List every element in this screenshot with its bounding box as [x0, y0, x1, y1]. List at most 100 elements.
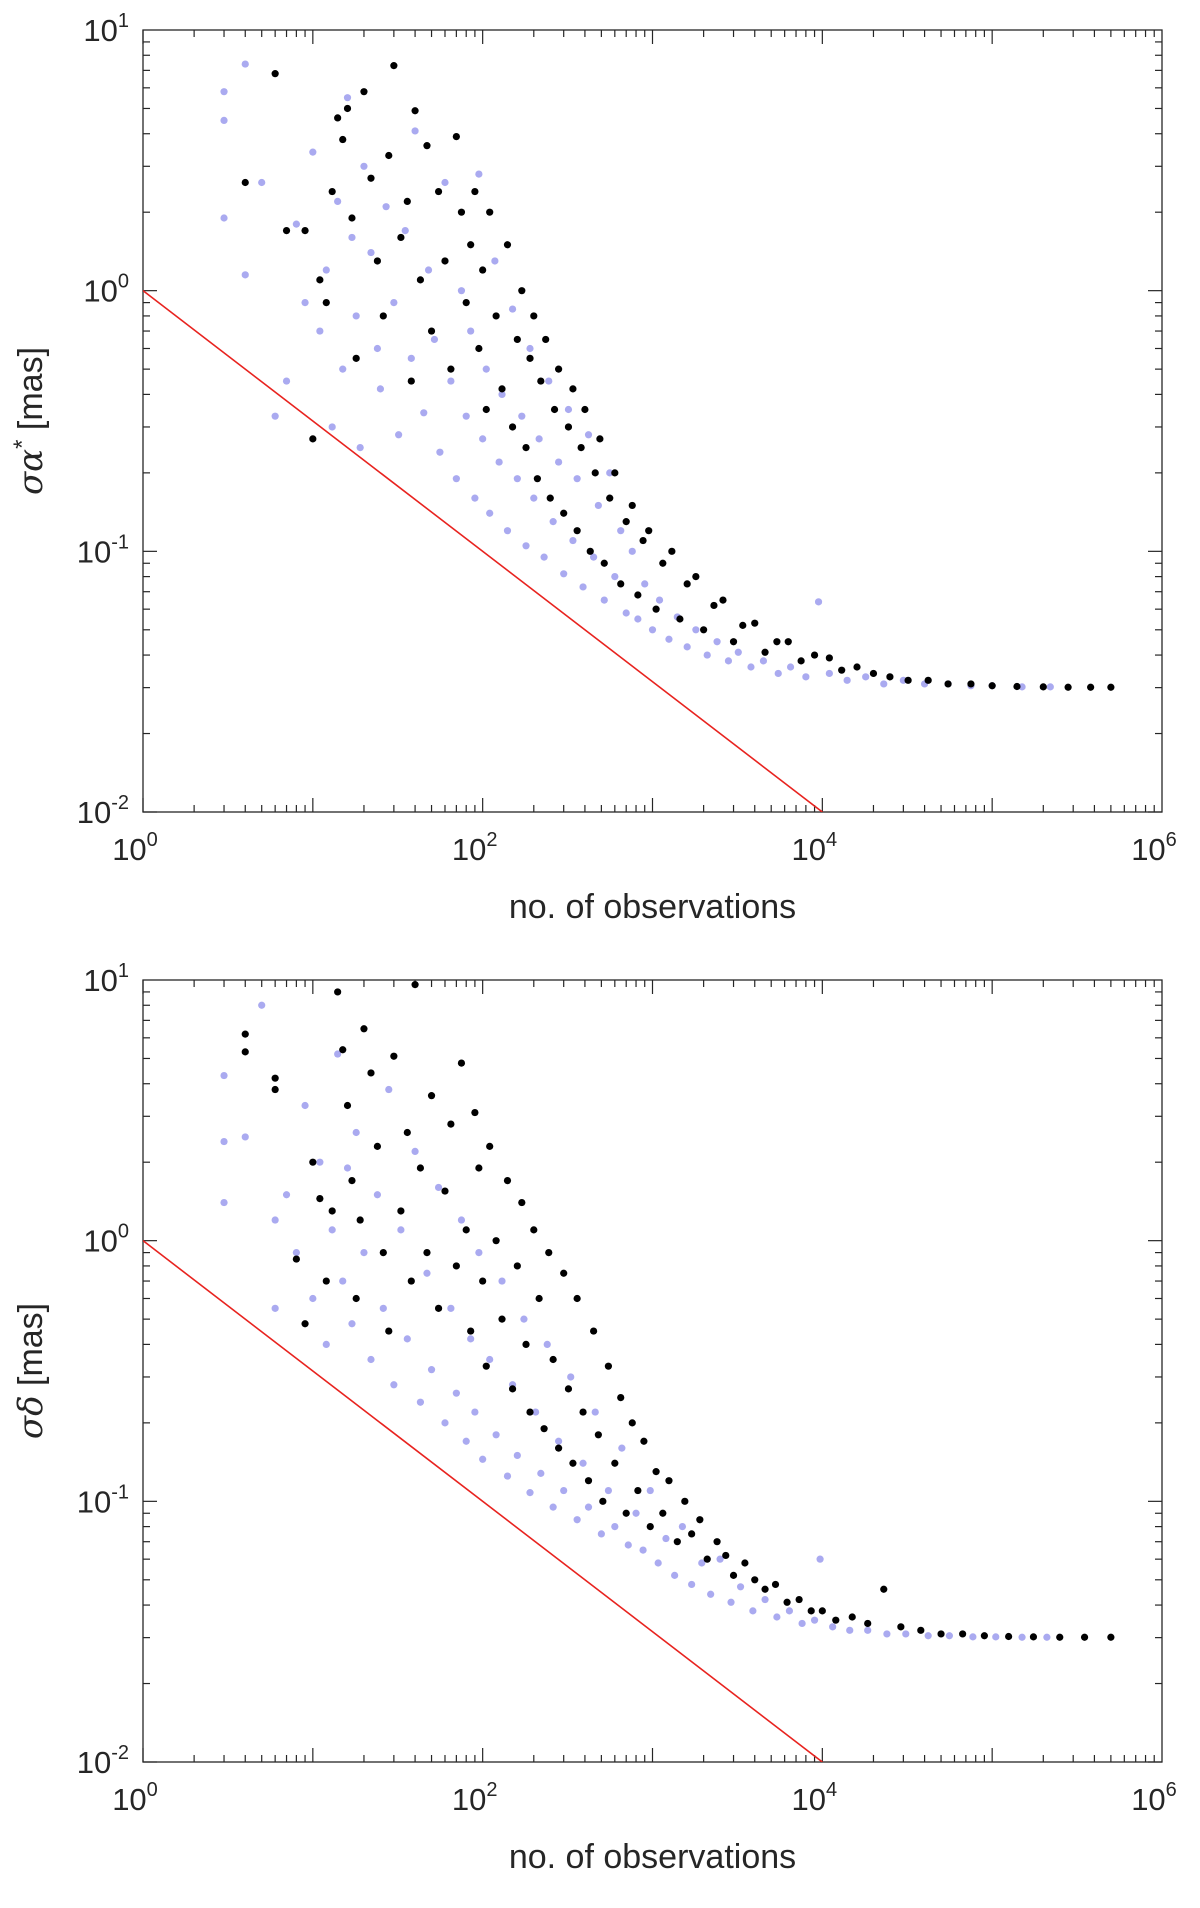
- data-point: [397, 233, 405, 242]
- data-point: [522, 1340, 530, 1348]
- data-point: [367, 174, 375, 182]
- y-tick-label: 10-1: [77, 531, 129, 569]
- data-point: [403, 197, 411, 206]
- data-point: [543, 1340, 551, 1348]
- data-point: [579, 1408, 587, 1416]
- data-point: [632, 1509, 640, 1517]
- data-point: [498, 1277, 506, 1285]
- data-point: [434, 1183, 443, 1192]
- data-point: [569, 385, 577, 393]
- data-point: [1018, 1633, 1026, 1641]
- data-point: [628, 1419, 636, 1427]
- data-point: [411, 127, 419, 135]
- data-point: [503, 1176, 512, 1185]
- data-point: [683, 580, 691, 588]
- data-point: [467, 327, 475, 335]
- data-point: [1064, 683, 1072, 691]
- data-point: [457, 287, 466, 295]
- data-point: [1013, 682, 1021, 691]
- data-point: [467, 241, 475, 249]
- data-point: [727, 1598, 735, 1606]
- data-point: [379, 1304, 387, 1312]
- data-point: [530, 1226, 538, 1234]
- data-point: [367, 1355, 375, 1364]
- data-point: [816, 1555, 824, 1563]
- data-point: [897, 1623, 905, 1631]
- x-tick-label: 106: [1131, 1779, 1177, 1817]
- data-point: [622, 609, 630, 617]
- data-point: [522, 444, 530, 452]
- data-point: [567, 1373, 575, 1381]
- data-point: [301, 1101, 309, 1110]
- data-point: [467, 1327, 475, 1335]
- plot-area-frame: [142, 29, 1163, 813]
- data-point: [751, 619, 759, 627]
- data-point: [301, 298, 309, 307]
- data-point: [555, 458, 563, 466]
- data-point: [640, 1437, 648, 1445]
- data-point: [360, 1248, 368, 1257]
- y-axis-title: σα* [mas]: [9, 347, 51, 495]
- data-point: [475, 1248, 483, 1257]
- data-point: [581, 405, 589, 414]
- data-point: [969, 1633, 977, 1641]
- data-point: [622, 518, 630, 526]
- data-point: [416, 1164, 425, 1172]
- data-point: [671, 1571, 679, 1579]
- data-point: [309, 148, 317, 156]
- data-point: [549, 1503, 557, 1511]
- data-point: [447, 365, 455, 373]
- data-point: [420, 409, 428, 417]
- data-point: [810, 651, 819, 659]
- data-point: [348, 1320, 356, 1328]
- data-point: [564, 1385, 573, 1393]
- data-point: [486, 509, 494, 517]
- data-point: [339, 135, 347, 144]
- data-point: [447, 1120, 455, 1128]
- data-point: [339, 1046, 347, 1054]
- data-point: [271, 1216, 279, 1224]
- data-point: [220, 1071, 228, 1080]
- data-point: [937, 1630, 945, 1638]
- data-point: [385, 151, 393, 160]
- data-point: [535, 1294, 543, 1303]
- data-point: [423, 142, 431, 150]
- data-point: [220, 116, 228, 124]
- data-point: [761, 1595, 769, 1604]
- data-point: [423, 1248, 431, 1257]
- data-point: [356, 1216, 364, 1224]
- data-point: [343, 94, 352, 102]
- data-point: [241, 271, 249, 279]
- data-point: [924, 1632, 932, 1640]
- data-point: [526, 1489, 534, 1497]
- data-point: [634, 615, 642, 623]
- data-point: [334, 988, 342, 996]
- data-point: [301, 226, 309, 235]
- data-point: [343, 1164, 352, 1172]
- data-point: [411, 1147, 419, 1156]
- data-point: [271, 412, 279, 420]
- data-point: [773, 638, 781, 646]
- data-point: [334, 197, 342, 206]
- data-point: [645, 527, 653, 535]
- data-point: [590, 1327, 598, 1335]
- data-point: [761, 1585, 769, 1593]
- data-point: [814, 598, 823, 606]
- data-point: [652, 1468, 660, 1476]
- data-point: [520, 1315, 528, 1323]
- data-point: [795, 1595, 803, 1604]
- reference-line: [143, 1240, 823, 1762]
- data-point: [698, 1559, 706, 1567]
- data-point: [688, 1530, 696, 1538]
- data-point: [373, 344, 382, 353]
- data-point: [729, 638, 738, 646]
- data-point: [513, 475, 521, 483]
- data-point: [316, 276, 324, 284]
- data-point: [360, 1025, 368, 1033]
- data-point: [549, 518, 557, 526]
- data-point: [751, 1576, 759, 1584]
- data-point: [401, 226, 409, 235]
- data-point: [628, 501, 636, 510]
- data-layer: [143, 981, 1115, 1762]
